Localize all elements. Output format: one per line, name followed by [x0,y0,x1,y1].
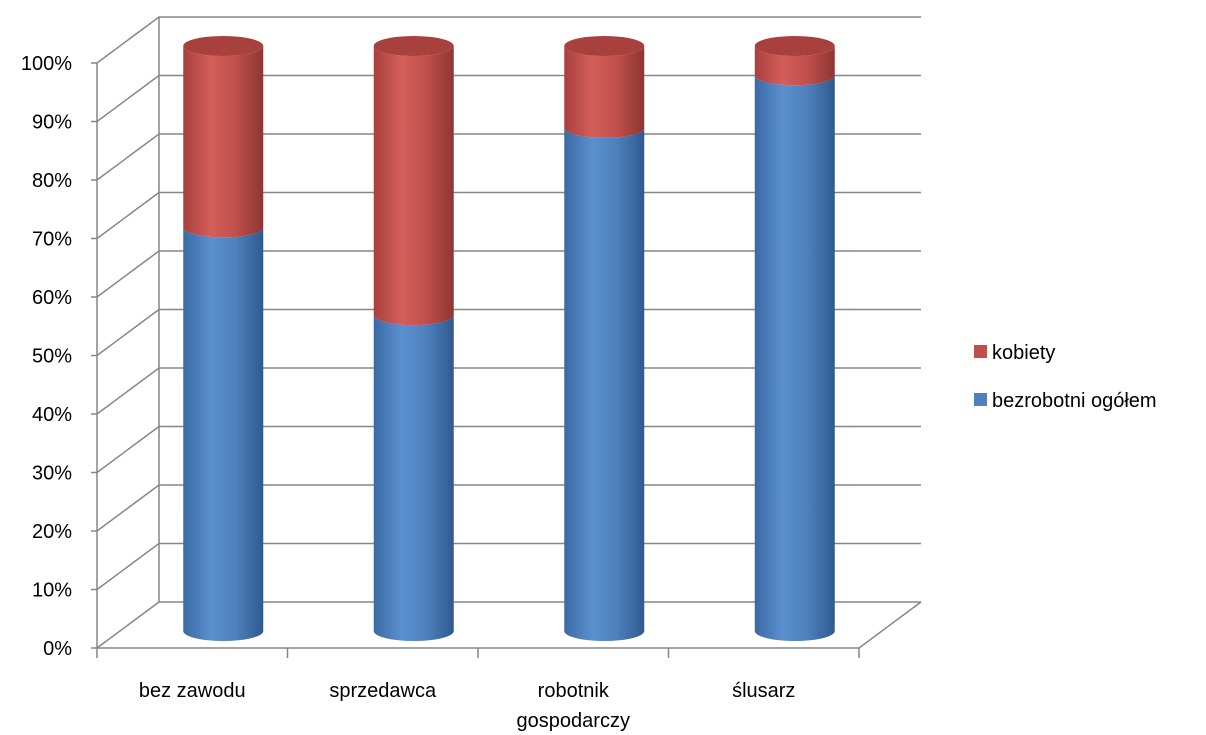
x-category-label: robotnik [538,680,610,702]
cylinder-top-cap [373,36,454,56]
legend-swatch [974,393,987,406]
cylinder-top-cap [754,36,835,56]
y-tick-label: 80% [32,170,72,192]
y-tick-label: 100% [21,53,72,75]
x-category-label: ślusarz [732,680,795,702]
cylinder-segment-bezrobotni-ogółem [373,315,454,642]
y-tick-labels: 0% 10% 20% 30% 40% 50% 60% 70% 80% 90% 100% [21,53,72,660]
cylinder-segment-bezrobotni-ogółem [564,127,645,642]
cylinder-segment-kobiety [373,46,454,326]
y-tick-label: 70% [32,229,72,251]
bars [183,36,835,642]
cylinder-segment-bezrobotni-ogółem [183,227,264,642]
y-tick-label: 40% [32,404,72,426]
cylinder-segment-bezrobotni-ogółem [754,75,835,642]
cylinder-top-cap [564,36,645,56]
cylinder-top-cap [183,36,264,56]
x-category-label: sprzedawca [329,680,437,702]
floor-right-edge [858,601,922,649]
y-tick-label: 10% [32,580,72,602]
x-category-label: bez zawodu [139,680,246,702]
legend-label: bezrobotni ogółem [992,390,1157,412]
y-tick-label: 20% [32,521,72,543]
y-tick-label: 60% [32,287,72,309]
y-tick-label: 0% [43,638,72,660]
cylinder-segment-kobiety [183,46,264,238]
y-tick-label: 30% [32,463,72,485]
axes [91,17,922,658]
x-category-label: gospodarczy [517,710,630,732]
cylinder-segment-kobiety [754,46,835,86]
legend: kobiety bezrobotni ogółem [974,342,1157,412]
y-tick-label: 90% [32,112,72,134]
cylinder-segment-kobiety [564,46,645,138]
legend-label: kobiety [992,342,1055,364]
y-tick-label: 50% [32,346,72,368]
category-labels: bez zawodu sprzedawca robotnik gospodarczy ś… [139,680,796,732]
legend-swatch [974,345,987,358]
